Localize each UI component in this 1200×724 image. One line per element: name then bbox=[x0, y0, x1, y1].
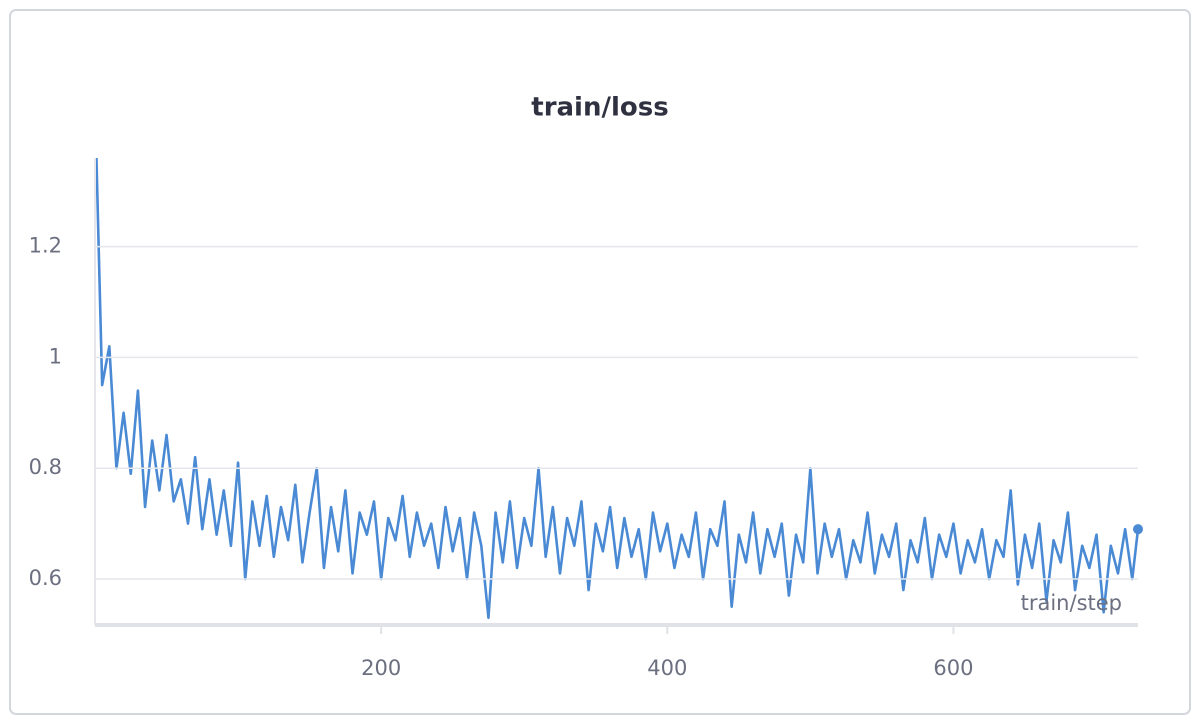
y-tick-label: 0.6 bbox=[29, 566, 62, 590]
x-axis-label: train/step bbox=[1021, 591, 1122, 615]
y-tick-label: 1 bbox=[49, 344, 62, 368]
y-tick-label: 0.8 bbox=[29, 455, 62, 479]
x-tick-label: 200 bbox=[361, 656, 401, 680]
y-tick-label: 1.2 bbox=[29, 234, 62, 258]
loss-line bbox=[95, 157, 1140, 620]
chart-title: train/loss bbox=[531, 93, 668, 123]
x-tick-label: 600 bbox=[933, 656, 973, 680]
end-point bbox=[1133, 524, 1143, 535]
x-tick-label: 400 bbox=[647, 656, 687, 680]
